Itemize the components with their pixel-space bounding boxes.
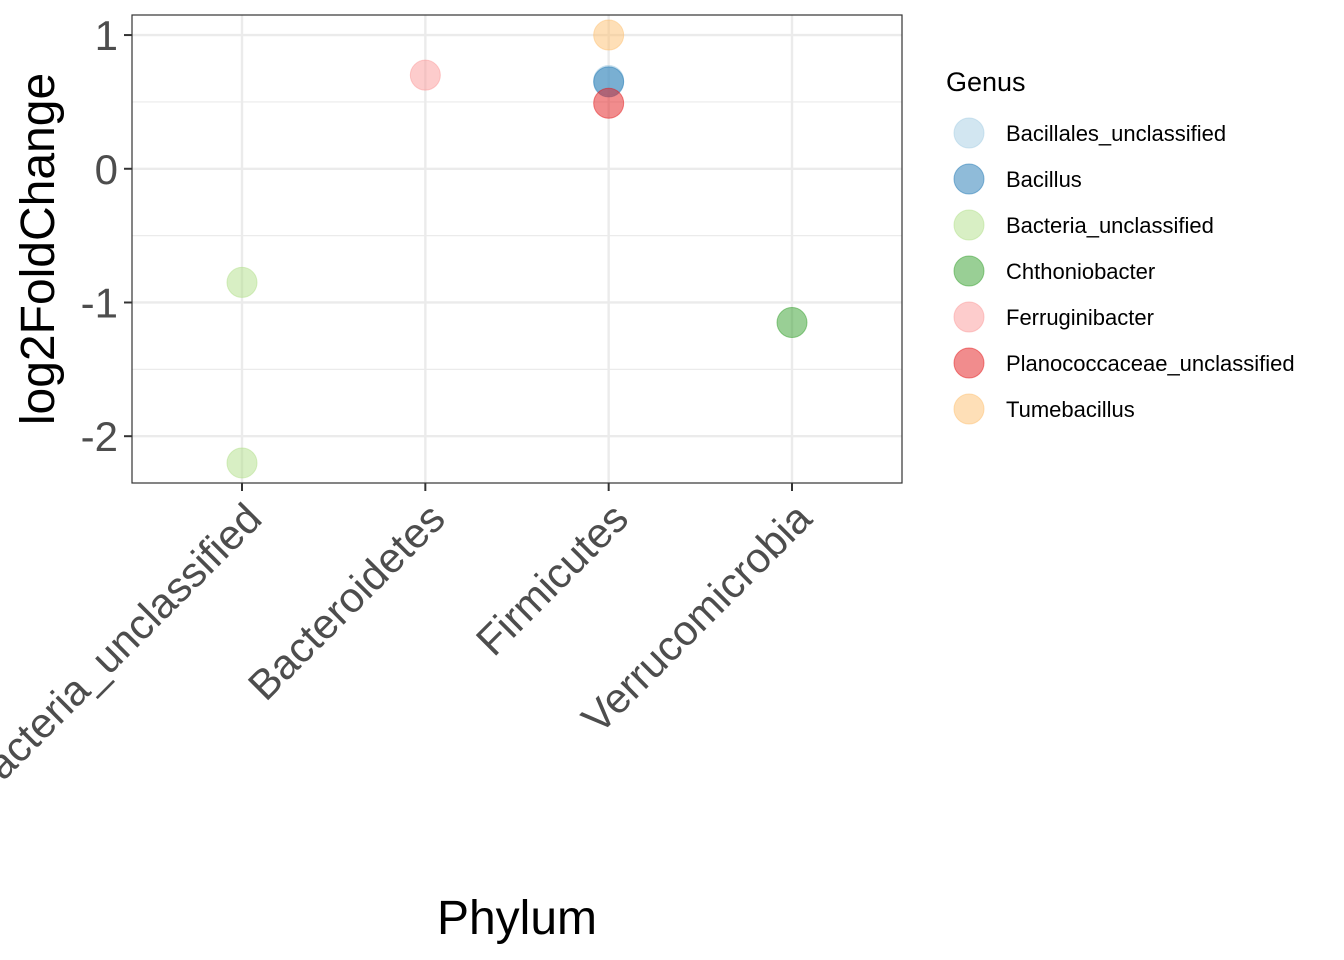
legend-key — [953, 117, 985, 149]
legend-key — [953, 255, 985, 287]
y-tick-label: -1 — [81, 279, 118, 326]
y-axis: 1 0 -1 -2 — [81, 12, 132, 460]
x-axis-title: Phylum — [437, 892, 597, 945]
legend-label: Bacillales_unclassified — [1006, 121, 1226, 146]
legend-key — [953, 393, 985, 425]
legend-label: Chthoniobacter — [1006, 259, 1155, 284]
y-tick-label: -2 — [81, 413, 118, 460]
legend-label: Tumebacillus — [1006, 397, 1135, 422]
data-point — [593, 87, 625, 119]
x-tick-label: Firmicutes — [467, 494, 637, 664]
grid-lines — [132, 15, 902, 483]
legend-key — [953, 163, 985, 195]
legend-title: Genus — [946, 67, 1026, 97]
legend: Genus Bacillales_unclassified Bacillus Bac… — [946, 67, 1295, 425]
data-point — [226, 266, 258, 298]
legend-key — [953, 347, 985, 379]
y-axis-title: log2FoldChange — [12, 73, 65, 425]
legend-label: Ferruginibacter — [1006, 305, 1154, 330]
legend-key — [953, 301, 985, 333]
y-tick-label: 0 — [95, 146, 118, 193]
legend-label: Bacillus — [1006, 167, 1082, 192]
x-tick-label: Bacteria_unclassified — [0, 494, 270, 808]
legend-label: Bacteria_unclassified — [1006, 213, 1214, 238]
data-point — [593, 19, 625, 51]
data-points — [226, 19, 808, 479]
data-point — [226, 447, 258, 479]
legend-label: Planococcaceae_unclassified — [1006, 351, 1295, 376]
x-tick-label: Bacteroidetes — [239, 494, 454, 709]
legend-key — [953, 209, 985, 241]
data-point — [409, 59, 441, 91]
y-tick-label: 1 — [95, 12, 118, 59]
data-point — [776, 307, 808, 339]
plot-panel-border — [131, 14, 903, 484]
